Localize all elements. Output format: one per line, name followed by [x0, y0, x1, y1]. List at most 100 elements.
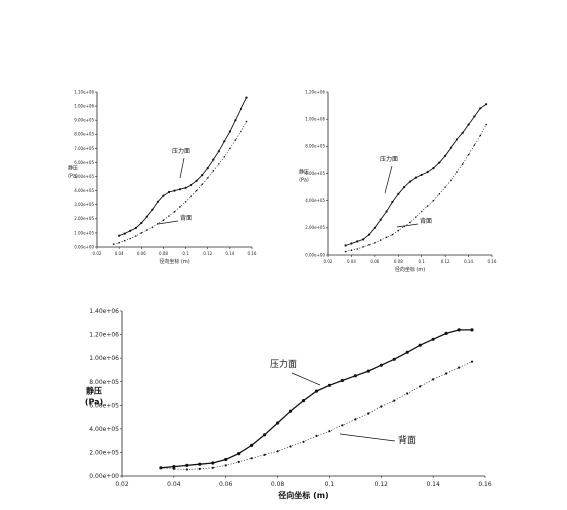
- chart2-pressure-side-point: [449, 146, 453, 149]
- chart3-pressure-side-point: [405, 350, 409, 354]
- chart1-pressure-side-point: [190, 183, 193, 187]
- chart1-suction-side-point: [190, 195, 192, 198]
- chart2-pressure-side-point: [467, 123, 470, 126]
- chart1-pressure-side-point: [212, 158, 215, 161]
- chart2-suction-side-point: [391, 233, 394, 236]
- chart3-suction-side-point: [289, 445, 292, 448]
- chart2-suction-side-point: [450, 179, 452, 182]
- chart2-annotation-back: 背面: [420, 217, 432, 225]
- chart1-suction-side-point: [140, 232, 143, 234]
- chart3-annotation-pressure-leader: [291, 372, 321, 386]
- chart2-suction-side-point: [344, 250, 347, 253]
- chart1-suction-side-point: [118, 242, 120, 244]
- chart3-suction-side-point: [224, 464, 227, 467]
- chart2-y-tick-label: 4.00e+05: [305, 198, 325, 203]
- chart1-suction-side-point: [112, 243, 115, 245]
- chart2-x-tick-label: 0.02: [324, 259, 333, 264]
- chart1-x-tick-label: 0.06: [137, 251, 146, 256]
- chart2-pressure-side-point: [350, 242, 353, 245]
- chart1-suction-side-point: [245, 120, 248, 123]
- chart3-y-tick-label: 4.00e+05: [89, 426, 119, 433]
- chart1-pressure-side-point: [239, 107, 242, 110]
- chart1-annotation-pressure: 压力面: [172, 147, 190, 155]
- chart1-pressure-side-point: [245, 96, 248, 99]
- chart1-pressure-side-point: [184, 186, 187, 189]
- chart3-suction-side-point: [432, 378, 435, 381]
- chart3-suction-side-point: [328, 430, 331, 433]
- chart1-y-tick-label: 8.00e+05: [74, 132, 94, 137]
- chart2-pressure-side-point: [379, 218, 382, 221]
- chart3-suction-side-point: [419, 385, 422, 388]
- chart1-pressure-side-line: [118, 97, 247, 237]
- chart1-pressure-side-point: [145, 215, 148, 218]
- chart3-pressure-side-point: [340, 378, 344, 383]
- chart3-y-tick-label: 6.00e+05: [89, 402, 119, 409]
- chart3-pressure-side-point: [366, 369, 370, 373]
- chart1-x-tick-label: 0.16: [248, 251, 257, 256]
- chart3-suction-side-point: [315, 434, 318, 437]
- chart1-suction-side-line: [113, 121, 247, 245]
- chart2-pressure-side-point: [408, 180, 412, 183]
- chart2-pressure-side-point: [403, 186, 406, 189]
- chart2-pressure-side-point: [479, 107, 482, 110]
- chart1-annotation-pressure-leader: [179, 157, 185, 179]
- chart2-x-tick-label: 0.08: [394, 259, 403, 264]
- chart3-suction-side-point: [276, 450, 279, 453]
- chart1-y-tick-label: 6.00e+05: [74, 160, 94, 165]
- chart3-suction-side-point: [354, 418, 357, 421]
- chart2-suction-side-point: [473, 144, 476, 146]
- chart2-pressure-side-point: [414, 176, 417, 179]
- chart2-suction-side-point: [485, 123, 487, 126]
- chart1-pressure-side-point: [123, 232, 126, 235]
- chart3-y-tick-label: 8.00e+05: [89, 379, 119, 386]
- chart3-pressure-side-point: [314, 389, 319, 393]
- chart1-y-axis-label: 静压: [68, 165, 78, 172]
- chart3-pressure-side-point: [237, 452, 241, 456]
- chart1-x-tick-label: 0.1: [182, 251, 189, 256]
- chart1-pressure-side-point: [173, 189, 176, 192]
- chart2-pressure-side-point: [485, 103, 488, 106]
- chart1-suction-side-point: [162, 219, 165, 221]
- chart3-annotation-back-leader: [339, 433, 396, 442]
- chart1-annotation-back: 背面: [180, 214, 192, 222]
- chart1-y-tick-label: 1.00e+06: [74, 103, 94, 108]
- chart1-x-tick-label: 0.08: [159, 251, 168, 256]
- chart3-suction-side-point: [263, 453, 266, 456]
- chart2-y-tick-label: 6.00e+05: [305, 171, 325, 176]
- chart3-suction-side-point: [159, 466, 162, 469]
- chart2-suction-side-point: [420, 210, 423, 213]
- chart3-annotation-pressure: 压力面: [270, 358, 297, 370]
- chart1-y-tick-label: 9.00e+05: [74, 118, 94, 123]
- chart1-y-tick-label: 4.00e+05: [74, 188, 94, 193]
- chart3-suction-side-point: [211, 466, 214, 469]
- chart2-x-tick-label: 0.16: [488, 259, 497, 264]
- chart1-y-tick-label: 0.00e+00: [74, 244, 94, 249]
- chart1-suction-side-point: [151, 226, 154, 229]
- chart2-pressure-side-point: [391, 200, 394, 204]
- chart2-pressure-side-point: [367, 233, 371, 236]
- chart3-x-tick-label: 0.14: [426, 481, 440, 488]
- chart2-pressure-side-point: [356, 240, 359, 243]
- chart1-y-tick-label: 5.00e+05: [74, 174, 94, 179]
- chart3-y-tick-label: 1.40e+06: [89, 308, 119, 315]
- chart3-x-tick-label: 0.1: [325, 481, 335, 488]
- chart3-pressure-side-point: [250, 443, 254, 447]
- chart1-suction-side-point: [201, 183, 203, 186]
- chart1-x-tick-label: 0.12: [203, 251, 212, 256]
- chart1-suction-side-point: [146, 229, 148, 231]
- chart2-annotation-pressure: 压力面: [380, 155, 398, 163]
- chart3-suction-side-point: [198, 467, 201, 470]
- chart2-pressure-side-point: [432, 167, 435, 170]
- chart2-y-axis-label: 静压: [299, 169, 309, 176]
- chart1-pressure-side-point: [228, 130, 231, 133]
- chart3-suction-side-point: [470, 360, 474, 363]
- chart1-x-tick-label: 0.02: [93, 251, 102, 256]
- chart2-y-tick-label: 1.20e+06: [305, 89, 325, 94]
- chart1-annotation-back-leader: [157, 220, 179, 225]
- chart2-suction-side-point: [368, 244, 370, 246]
- chart2-pressure-side-point: [461, 131, 464, 134]
- chart2-suction-side-point: [397, 229, 400, 232]
- chart2-y-axis-unit: (Pa): [299, 178, 309, 184]
- chart3-pressure-side-point: [379, 363, 383, 367]
- chart3-x-tick-label: 0.16: [478, 481, 492, 488]
